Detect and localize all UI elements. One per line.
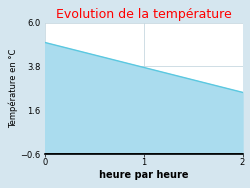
- X-axis label: heure par heure: heure par heure: [99, 170, 188, 180]
- Y-axis label: Température en °C: Température en °C: [8, 49, 18, 128]
- Title: Evolution de la température: Evolution de la température: [56, 8, 232, 21]
